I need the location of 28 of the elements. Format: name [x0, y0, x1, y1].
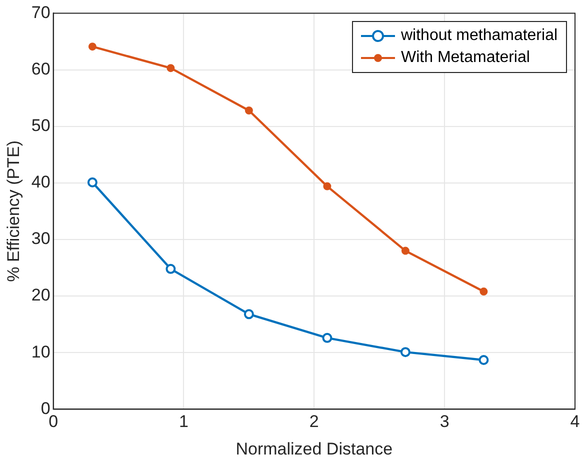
point — [88, 42, 96, 51]
y-tick-label: 50 — [31, 116, 50, 136]
point — [322, 332, 332, 343]
y-tick-label: 20 — [31, 286, 50, 305]
x-tick-label: 1 — [179, 412, 188, 432]
y-tick-label: 10 — [31, 342, 50, 362]
point — [401, 246, 410, 255]
legend-label: without methamaterial — [401, 27, 558, 46]
y-tick-label: 30 — [31, 229, 50, 248]
y-tick-label: 70 — [31, 2, 50, 22]
point — [244, 106, 253, 115]
point — [400, 347, 410, 358]
point — [480, 288, 488, 296]
x-tick-label: 3 — [440, 412, 450, 432]
legend-label: With Metamaterial — [401, 49, 530, 68]
x-axis-title: Normalized Distance — [236, 439, 393, 458]
y-tick-label: 40 — [31, 172, 50, 192]
y-axis-title: % Efficiency (PTE) — [4, 140, 23, 282]
x-tick-label: 2 — [309, 412, 319, 432]
point — [166, 64, 175, 72]
y-tick-label: 0 — [40, 398, 50, 418]
point — [87, 177, 98, 188]
point — [478, 354, 489, 365]
x-tick-label: 4 — [570, 412, 580, 432]
point — [244, 309, 254, 320]
y-tick-label: 60 — [31, 59, 50, 78]
point — [166, 264, 176, 274]
point — [323, 182, 332, 190]
